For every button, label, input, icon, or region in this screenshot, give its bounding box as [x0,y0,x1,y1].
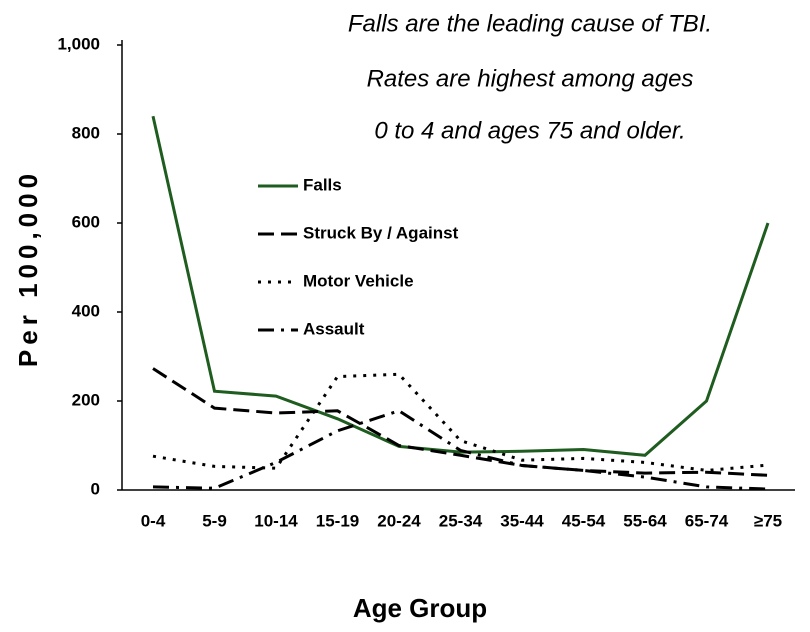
legend-label: Motor Vehicle [303,271,414,290]
series-line [152,367,769,477]
x-tick-label: 5-9 [202,511,227,530]
legend-label: Assault [303,319,365,338]
x-tick-label: 10-14 [254,511,298,530]
x-tick-label: 45-54 [562,511,606,530]
x-tick-label: 0-4 [141,511,166,530]
annotation-line: Falls are the leading cause of TBI. [348,10,712,37]
series-line [152,409,769,491]
y-tick-label: 0 [91,479,100,498]
series-line [151,115,770,457]
y-tick-label: 400 [72,301,100,320]
legend-label: Falls [303,175,342,194]
legend-label: Struck By / Against [303,223,459,242]
x-tick-label: 15-19 [316,511,359,530]
annotation-line: Rates are highest among ages [367,65,694,92]
y-tick-label: 800 [72,123,100,142]
annotation-line: 0 to 4 and ages 75 and older. [374,117,685,144]
x-tick-label: 20-24 [377,511,421,530]
y-tick-label: 600 [72,212,100,231]
x-tick-label: 55-64 [623,511,667,530]
y-tick-label: 200 [72,390,100,409]
x-tick-label: 35-44 [500,511,544,530]
y-tick-label: 1,000 [57,34,100,53]
y-axis-label: Per 100,000 [13,169,43,367]
x-tick-label: 65-74 [685,511,729,530]
x-axis-label: Age Group [353,593,487,623]
x-tick-label: 25-34 [439,511,483,530]
x-tick-label: ≥75 [754,511,782,530]
